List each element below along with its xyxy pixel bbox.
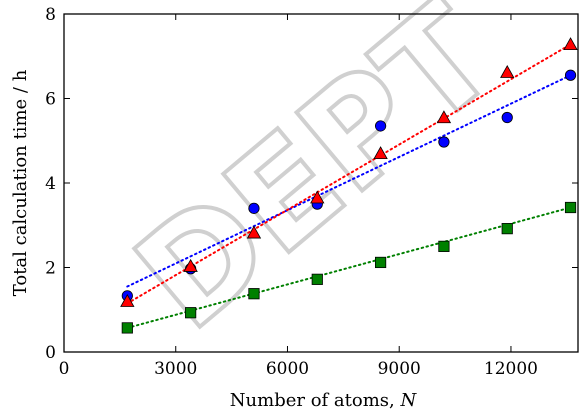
- x-tick-label: 6000: [266, 359, 309, 379]
- data-point-triangle: [500, 64, 515, 78]
- watermark-text: DEPT: [107, 0, 526, 361]
- data-point-triangle: [563, 37, 578, 51]
- data-point-square: [564, 201, 577, 214]
- data-point-triangle: [436, 110, 452, 124]
- data-point-triangle: [246, 225, 262, 239]
- data-point-triangle: [373, 146, 388, 160]
- x-tick-label: 9000: [378, 359, 421, 379]
- y-tick-label: 8: [45, 5, 56, 25]
- data-point-square: [311, 273, 323, 285]
- data-point-square: [121, 322, 133, 334]
- data-point-circle: [374, 120, 387, 132]
- data-point-triangle: [120, 293, 135, 307]
- data-point-circle: [501, 111, 513, 124]
- x-axis-label: Number of atoms, N: [230, 390, 418, 411]
- y-tick-label: 6: [45, 90, 56, 110]
- x-axis-label-var: N: [399, 390, 417, 411]
- fit-line: [126, 43, 572, 305]
- x-axis-label-prefix: Number of atoms,: [230, 390, 401, 411]
- y-axis-label: Total calculation time / h: [10, 69, 31, 296]
- fit-line: [126, 74, 572, 288]
- data-point-square: [248, 288, 260, 300]
- watermark: DEPT: [105, 0, 528, 363]
- axis-ticks: 0 3000 6000 9000 12000 0 2 4 6 8: [45, 5, 578, 379]
- fit-line: [126, 206, 572, 329]
- data-point-triangle: [310, 190, 325, 204]
- data-points: [120, 37, 578, 334]
- data-point-square: [438, 240, 450, 252]
- data-point-square: [374, 256, 387, 269]
- fit-lines: [126, 43, 572, 329]
- data-point-triangle: [183, 258, 198, 272]
- data-point-square: [185, 307, 197, 319]
- y-tick-label: 0: [45, 343, 56, 363]
- x-tick-label: 12000: [484, 359, 538, 379]
- y-tick-label: 4: [45, 174, 56, 194]
- x-tick-label: 0: [59, 359, 70, 379]
- data-point-circle: [438, 136, 450, 148]
- data-point-square: [501, 223, 513, 235]
- data-point-circle: [248, 202, 260, 214]
- y-tick-label: 2: [45, 259, 56, 279]
- x-tick-label: 3000: [154, 359, 197, 379]
- data-point-circle: [564, 69, 577, 81]
